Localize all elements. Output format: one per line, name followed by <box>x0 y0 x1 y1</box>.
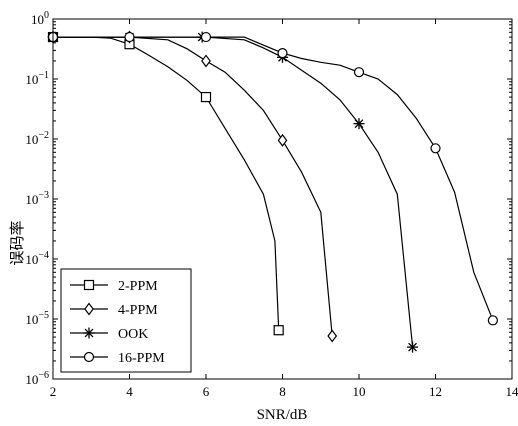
marker-16-ppm <box>487 315 498 326</box>
legend-label: 4-PPM <box>118 303 158 318</box>
y-tick-label: 100 <box>31 10 49 27</box>
marker-ook <box>353 118 365 130</box>
ticks-layer: 2 4 6 8 10 12 14 100 10−1 10−2 10−3 10−4 10−5 10−6 <box>25 10 518 399</box>
marker-16-ppm <box>200 31 212 43</box>
series-line-2-ppm <box>53 36 280 331</box>
x-tick-label: 6 <box>203 384 210 399</box>
y-tick-label: 10−1 <box>25 70 49 87</box>
x-tick-label: 10 <box>353 384 366 399</box>
marker-16-ppm <box>430 143 441 154</box>
marker-4-ppm <box>327 329 338 343</box>
marker-4-ppm <box>201 54 211 68</box>
legend-label: OOK <box>118 327 148 342</box>
legend-box <box>60 268 192 373</box>
legend-label: 2-PPM <box>118 279 158 294</box>
marker-4-ppm <box>277 133 288 147</box>
x-tick-label: 4 <box>126 384 133 399</box>
marker-2-ppm <box>273 325 284 336</box>
y-tick-label: 10−6 <box>25 370 49 387</box>
x-tick-label: 8 <box>279 384 286 399</box>
y-tick-label: 10−3 <box>25 190 49 207</box>
y-axis-title: 误码率 <box>9 220 26 265</box>
marker-ook <box>407 341 419 353</box>
marker-16-ppm <box>353 67 365 78</box>
legend-marker-16-ppm <box>83 351 95 363</box>
legend-marker-4-ppm <box>84 302 94 316</box>
marker-16-ppm <box>124 31 135 43</box>
legend-marker-ook <box>83 327 95 339</box>
x-tick-label: 2 <box>50 384 57 399</box>
marker-2-ppm <box>200 91 212 103</box>
x-tick-label: 14 <box>506 384 518 399</box>
x-tick-label: 12 <box>429 384 442 399</box>
plot-frame <box>52 18 513 380</box>
y-tick-label: 10−4 <box>25 250 49 267</box>
legend: 2-PPM 4-PPM OOK 16-PPM <box>60 268 192 373</box>
y-tick-label: 10−5 <box>25 310 49 327</box>
series-lines <box>53 36 494 348</box>
series-line-ook <box>53 36 414 348</box>
x-axis-title: SNR/dB <box>257 407 308 423</box>
y-tick-label: 10−2 <box>25 130 49 147</box>
series-line-4-ppm <box>53 36 333 337</box>
marker-16-ppm <box>277 48 288 59</box>
legend-label: 16-PPM <box>118 351 165 366</box>
legend-marker-2-ppm <box>83 279 95 291</box>
